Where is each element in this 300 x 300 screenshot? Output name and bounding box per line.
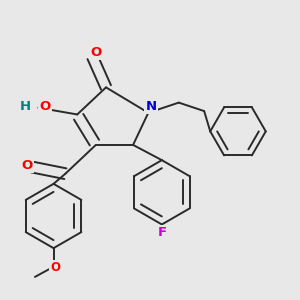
Text: F: F xyxy=(158,226,167,239)
Text: O: O xyxy=(50,261,60,274)
Text: O: O xyxy=(90,46,101,59)
Text: O: O xyxy=(22,159,33,172)
Text: O: O xyxy=(40,100,51,112)
Text: H: H xyxy=(20,100,31,112)
Text: N: N xyxy=(146,100,157,112)
